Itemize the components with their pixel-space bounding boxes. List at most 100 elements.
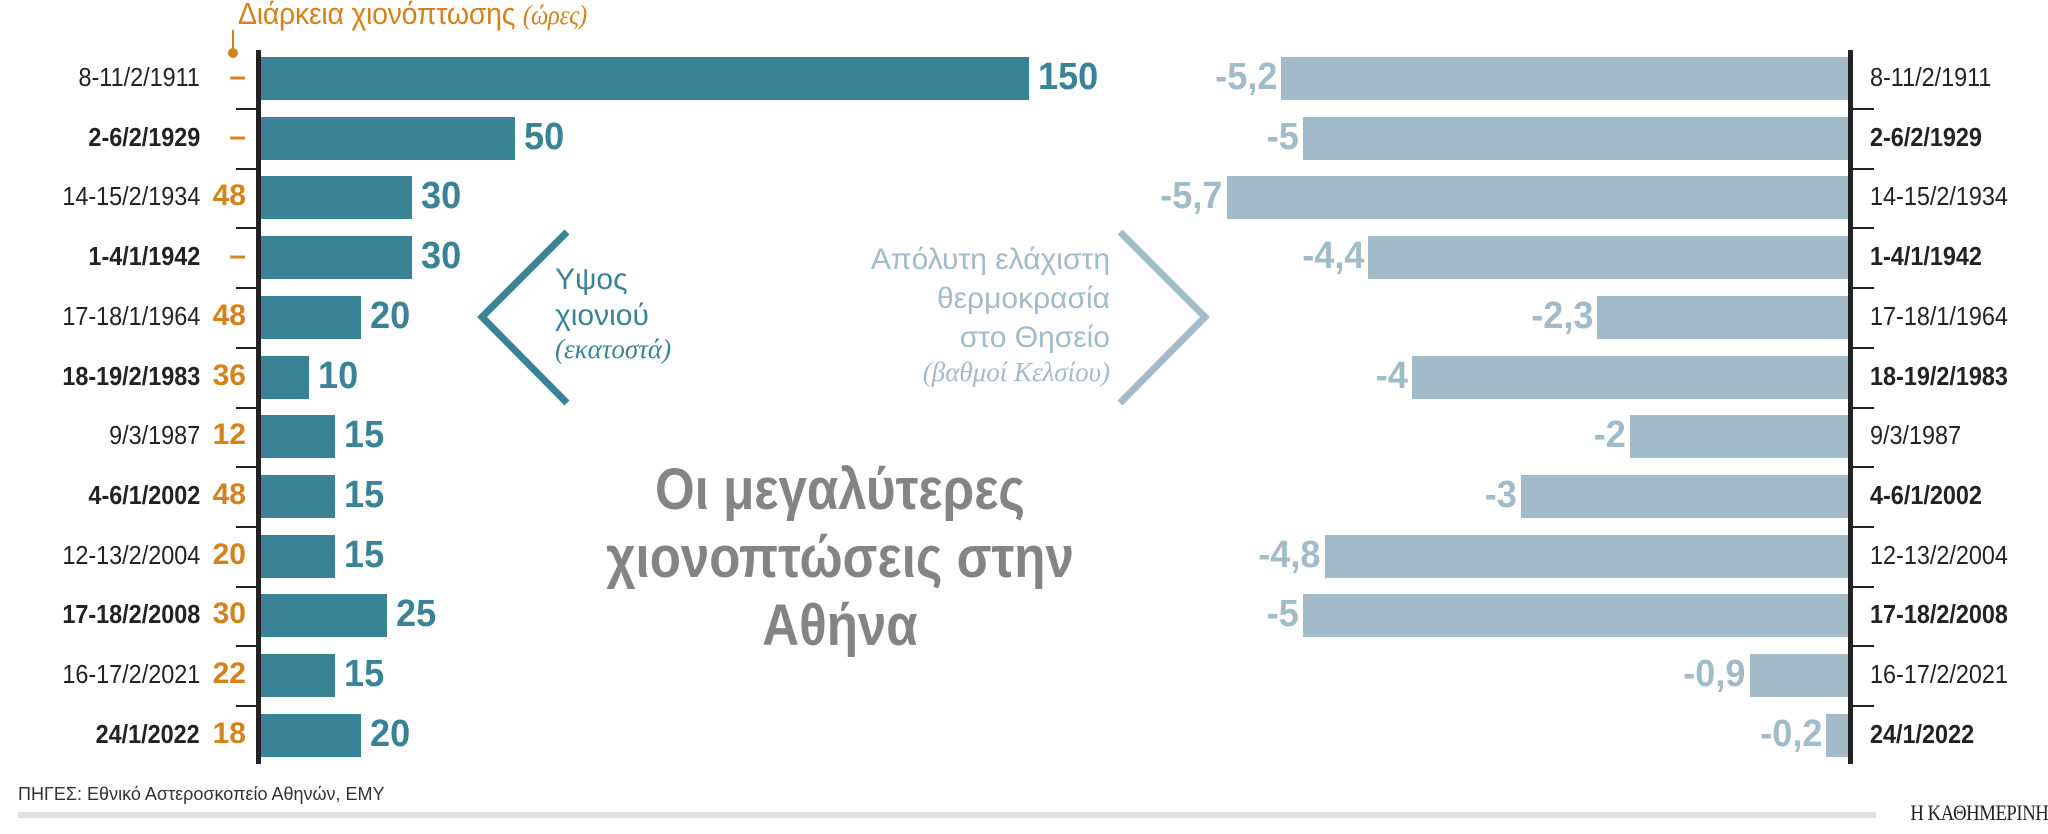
row-date-right: 16-17/2/2021: [1870, 658, 2008, 689]
temp-bar: [1630, 415, 1848, 458]
row-hours: –: [229, 119, 246, 153]
snow-value-label: 15: [344, 473, 385, 516]
title-line2: χιονοπτώσεις στην Αθήνα: [606, 525, 1074, 658]
temp-bar: [1303, 117, 1848, 160]
row-date-left: 14-15/2/1934: [62, 180, 200, 211]
axis-tick: [236, 168, 258, 170]
row-date-right: 14-15/2/1934: [1870, 180, 2008, 211]
temp-value-label: -5,7: [1160, 174, 1223, 217]
row-hours: 22: [212, 656, 246, 690]
temp-bar: [1368, 236, 1848, 279]
pointer-dot-icon: [228, 48, 238, 58]
temp-legend-unit: (βαθμοί Κελσίου): [922, 357, 1110, 387]
row-hours: 36: [212, 358, 246, 392]
temp-value-label: -3: [1484, 473, 1517, 516]
snow-value-label: 10: [318, 354, 359, 397]
row-date-right: 12-13/2/2004: [1870, 539, 2008, 570]
snow-value-label: 15: [344, 413, 385, 456]
axis-tick: [1852, 466, 1874, 468]
left-axis: [256, 50, 261, 764]
axis-tick: [236, 227, 258, 229]
row-date-left: 9/3/1987: [108, 419, 200, 450]
row-date-left: 1-4/1/1942: [88, 240, 200, 271]
temp-value-label: -2: [1593, 413, 1626, 456]
chevron-right-icon: [1117, 229, 1210, 406]
row-date-left: 24/1/2022: [95, 718, 200, 749]
pointer-line: [232, 30, 234, 52]
temp-bar: [1324, 535, 1848, 578]
snow-bar: [261, 594, 387, 637]
footer-divider: [18, 812, 1876, 818]
snow-value-label: 15: [344, 533, 385, 576]
snow-legend-unit: (εκατοστά): [555, 334, 672, 364]
axis-tick: [1852, 645, 1874, 647]
axis-tick: [236, 407, 258, 409]
snow-bar: [261, 236, 413, 279]
snow-legend: Υψος χιονιού (εκατοστά): [555, 262, 671, 364]
row-hours: 48: [212, 298, 246, 332]
temp-legend: Απόλυτη ελάχιστη θερμοκρασία στο Θησείο …: [871, 240, 1110, 387]
temp-value-label: -4,8: [1258, 533, 1321, 576]
duration-unit: (ώρες): [522, 0, 587, 30]
axis-tick: [236, 526, 258, 528]
snow-legend-line1: Υψος: [555, 263, 628, 296]
row-hours: –: [229, 59, 246, 93]
row-date-right: 18-19/2/1983: [1870, 360, 2008, 391]
axis-tick: [1852, 586, 1874, 588]
temp-bar: [1412, 356, 1848, 399]
row-date-left: 16-17/2/2021: [62, 658, 200, 689]
row-hours: –: [229, 238, 246, 272]
snow-value-label: 30: [421, 234, 462, 277]
snow-value-label: 20: [369, 294, 410, 337]
axis-tick: [236, 586, 258, 588]
row-date-left: 8-11/2/1911: [78, 61, 200, 92]
axis-tick: [236, 347, 258, 349]
temp-bar: [1597, 296, 1848, 339]
temp-value-label: -0,2: [1759, 712, 1823, 755]
snow-bar: [261, 415, 336, 458]
page-title: Οι μεγαλύτερες χιονοπτώσεις στην Αθήνα: [523, 456, 1157, 660]
snow-bar: [261, 176, 413, 219]
axis-tick: [1852, 705, 1874, 707]
temp-bar: [1303, 594, 1848, 637]
snow-bar: [261, 654, 336, 697]
axis-tick: [1852, 108, 1874, 110]
row-date-left: 17-18/2/2008: [62, 598, 200, 629]
chevron-left-icon: [477, 229, 570, 406]
row-date-right: 1-4/1/1942: [1870, 240, 1982, 271]
snow-value-label: 150: [1038, 55, 1099, 98]
temp-bar: [1281, 57, 1848, 100]
axis-tick: [1852, 168, 1874, 170]
title-line1: Οι μεγαλύτερες: [655, 457, 1025, 522]
axis-tick: [236, 287, 258, 289]
row-date-left: 17-18/1/1964: [62, 300, 200, 331]
brand-logo: Η ΚΑΘΗΜΕΡΙΝΗ: [1909, 800, 2048, 825]
temp-value-label: -0,9: [1683, 652, 1746, 695]
axis-tick: [236, 645, 258, 647]
snow-bar: [261, 535, 336, 578]
temp-legend-line2: θερμοκρασία: [936, 282, 1110, 315]
row-date-right: 8-11/2/1911: [1870, 61, 1992, 92]
row-date-right: 24/1/2022: [1870, 718, 1975, 749]
temp-legend-line1: Απόλυτη ελάχιστη: [870, 243, 1110, 276]
temp-value-label: -4: [1375, 354, 1408, 397]
row-date-left: 4-6/1/2002: [88, 479, 200, 510]
snow-bar: [261, 475, 336, 518]
duration-label: Διάρκεια χιονόπτωσης: [238, 0, 516, 31]
temp-bar: [1226, 176, 1848, 219]
row-date-left: 2-6/2/1929: [88, 121, 200, 152]
axis-tick: [1852, 227, 1874, 229]
row-hours: 48: [212, 178, 246, 212]
axis-tick: [236, 705, 258, 707]
temp-bar: [1749, 654, 1848, 697]
snow-bar: [261, 296, 361, 339]
axis-tick: [236, 466, 258, 468]
row-date-right: 2-6/2/1929: [1870, 121, 1982, 152]
axis-tick: [1852, 526, 1874, 528]
row-date-left: 18-19/2/1983: [62, 360, 200, 391]
row-date-right: 9/3/1987: [1870, 419, 1962, 450]
snow-value-label: 50: [524, 115, 565, 158]
row-hours: 12: [212, 417, 246, 451]
temp-value-label: -5,2: [1214, 55, 1278, 98]
temp-value-label: -2,3: [1531, 294, 1594, 337]
